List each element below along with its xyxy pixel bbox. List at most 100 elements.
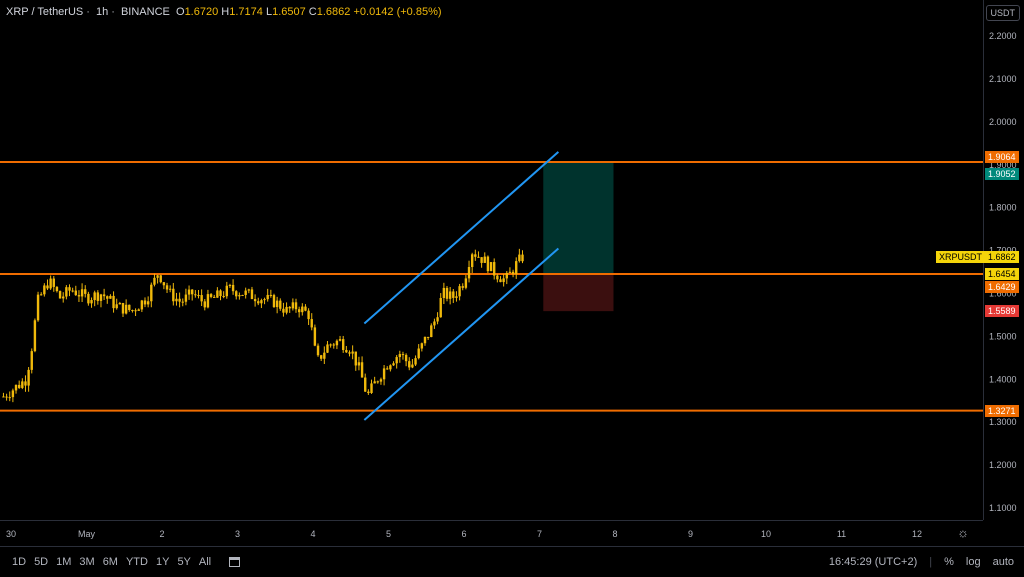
price-chart[interactable] — [0, 0, 983, 520]
range-5y-button[interactable]: 5Y — [177, 556, 191, 568]
range-5d-button[interactable]: 5D — [34, 556, 49, 568]
candle-body — [121, 303, 125, 314]
candle-body — [58, 291, 62, 299]
candle-body — [304, 306, 307, 311]
range-all-button[interactable]: All — [198, 556, 212, 568]
candle-body — [2, 396, 5, 398]
candles — [2, 248, 524, 403]
range-ytd-button[interactable]: YTD — [125, 556, 148, 568]
price-tick-label: 1.4000 — [989, 374, 1017, 384]
candle-body — [209, 294, 213, 297]
bottom-toolbar: 1D 5D 1M 3M 6M YTD 1Y 5Y All 16:45:29 (U… — [0, 546, 1024, 577]
candle-body — [250, 289, 254, 300]
candle-body — [455, 296, 458, 298]
candle-body — [200, 295, 203, 302]
candle-body — [275, 300, 279, 308]
candle-body — [99, 294, 103, 301]
candle-body — [46, 285, 49, 289]
candle-body — [5, 396, 8, 398]
currency-badge[interactable]: USDT — [985, 5, 1020, 21]
candle-body — [294, 302, 298, 310]
time-tick-label: 6 — [461, 529, 467, 539]
candle-body — [499, 279, 502, 283]
candle-body — [508, 271, 512, 273]
candle-body — [96, 292, 100, 301]
legend-high: 1.7174 — [229, 6, 263, 18]
settings-gear-icon[interactable]: ☼ — [957, 525, 969, 540]
percent-toggle[interactable]: % — [944, 556, 954, 568]
legend-change: +0.0142 (+0.85%) — [353, 6, 442, 18]
candle-body — [253, 299, 257, 302]
candle-body — [477, 256, 480, 258]
candle-body — [109, 295, 112, 299]
range-1y-button[interactable]: 1Y — [155, 556, 170, 568]
time-tick-label: 11 — [836, 529, 847, 539]
candle-body — [486, 256, 490, 272]
candle-body — [165, 285, 169, 290]
price-tag-1-3271: 1.3271 — [985, 404, 1019, 417]
time-axis[interactable]: ☼ 30 May 2 3 4 5 6 7 8 9 10 11 12 — [0, 520, 983, 547]
candle-body — [115, 304, 118, 309]
candle-body — [175, 298, 178, 302]
candle-body — [134, 310, 137, 312]
candle-body — [247, 289, 251, 291]
candle-body — [301, 306, 304, 313]
candle-body — [439, 298, 442, 318]
candle-body — [71, 290, 74, 292]
candle-body — [33, 320, 37, 352]
channel-lines[interactable] — [363, 151, 560, 421]
candle-body — [225, 285, 229, 297]
legend-exchange: BINANCE — [120, 6, 170, 18]
auto-toggle[interactable]: auto — [992, 556, 1014, 568]
candle-body — [143, 300, 147, 305]
candle-body — [398, 354, 402, 358]
candle-body — [329, 344, 332, 346]
candle-body — [338, 339, 342, 341]
log-toggle[interactable]: log — [965, 556, 981, 568]
candle-body — [326, 344, 329, 353]
price-tag-1-9052: 1.9052 — [985, 167, 1019, 180]
legend-high-label: H — [221, 6, 230, 18]
candle-body — [235, 291, 238, 297]
time-tick-label: 5 — [385, 529, 392, 539]
clock-time[interactable]: 16:45:29 (UTC+2) — [828, 556, 918, 568]
candle-body — [241, 294, 244, 296]
candle-body — [257, 301, 260, 304]
candle-body — [505, 272, 508, 279]
price-tick-label: 1.2000 — [989, 460, 1017, 470]
candle-body — [297, 309, 301, 313]
candle-body — [310, 319, 313, 328]
candle-body — [511, 271, 515, 274]
range-1d-button[interactable]: 1D — [12, 556, 27, 568]
candle-body — [279, 300, 282, 309]
candle-body — [345, 349, 348, 353]
candle-body — [137, 309, 140, 311]
candle-body — [272, 295, 276, 308]
candle-body — [291, 302, 295, 309]
range-1m-button[interactable]: 1M — [56, 556, 72, 568]
range-3m-button[interactable]: 3M — [79, 556, 95, 568]
legend-interval: 1h — [95, 6, 109, 18]
last-price-tag: 1.6862 — [985, 250, 1019, 263]
date-range-icon[interactable] — [229, 557, 241, 567]
candle-body — [197, 295, 200, 297]
range-6m-button[interactable]: 6M — [102, 556, 118, 568]
time-tick-label: 8 — [612, 529, 618, 539]
candle-body — [187, 289, 191, 295]
candle-body — [168, 288, 172, 290]
candle-body — [364, 377, 367, 392]
candle-body — [140, 300, 144, 310]
candle-body — [8, 397, 11, 399]
candle-body — [493, 262, 496, 276]
candle-body — [27, 369, 30, 386]
chart-legend: XRP / TetherUS · 1h · BINANCE O1.6720 H1.7… — [6, 6, 442, 18]
candle-body — [448, 291, 452, 299]
candle-body — [21, 381, 24, 388]
horizontal-levels[interactable] — [0, 161, 983, 412]
position-zones[interactable] — [543, 162, 614, 312]
target-zone — [543, 162, 614, 275]
candle-body — [389, 365, 392, 370]
candle-body — [335, 340, 339, 346]
candle-body — [244, 290, 247, 295]
candle-body — [203, 301, 206, 308]
